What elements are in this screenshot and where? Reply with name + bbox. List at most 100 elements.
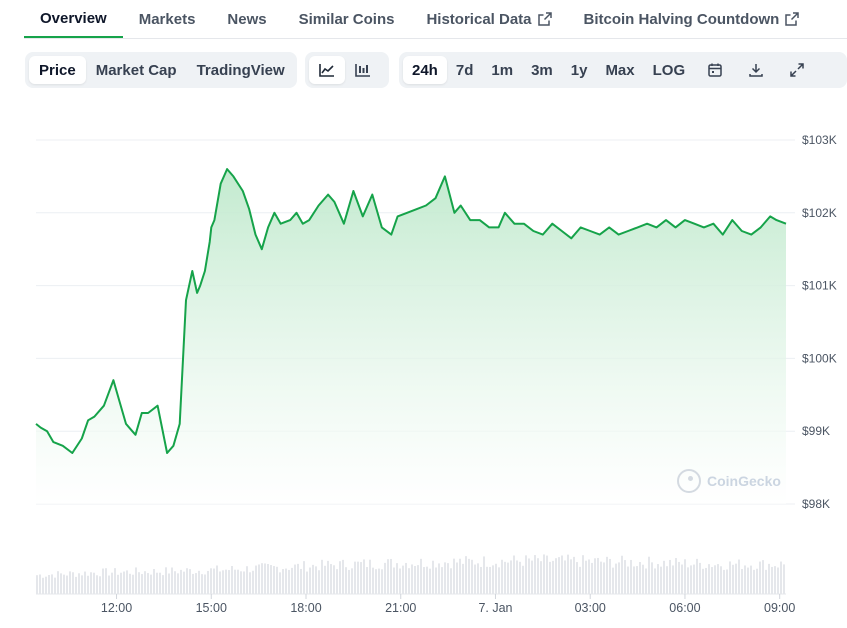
volume-bar	[69, 571, 71, 594]
volume-bar	[93, 572, 95, 594]
range-3m-button[interactable]: 3m	[531, 61, 553, 79]
range-log-button[interactable]: LOG	[652, 61, 686, 79]
tab-overview[interactable]: Overview	[24, 0, 123, 38]
volume-bar	[726, 569, 728, 594]
volume-bar	[747, 567, 749, 594]
volume-bar	[504, 561, 506, 594]
volume-bar	[129, 573, 131, 594]
price-area	[36, 169, 786, 504]
range-max-button[interactable]: Max	[605, 61, 635, 79]
volume-bar	[153, 568, 155, 594]
coingecko-logo-icon	[677, 469, 701, 493]
volume-bar	[405, 562, 407, 594]
volume-bar	[465, 556, 467, 594]
volume-bar	[75, 576, 77, 594]
volume-bar	[750, 565, 752, 594]
volume-bar	[270, 565, 272, 594]
tab-bitcoin-halving-countdown[interactable]: Bitcoin Halving Countdown	[568, 0, 816, 38]
price-chart[interactable]: $103K $102K $101K $100K $99K $98K 12:00 15:00 1…	[0, 100, 847, 628]
volume-bar	[120, 572, 122, 594]
volume-bar	[237, 569, 239, 594]
volume-bar	[219, 571, 221, 594]
volume-bar	[156, 572, 158, 594]
price-button[interactable]: Price	[29, 56, 86, 84]
volume-bar	[636, 566, 638, 594]
volume-bar	[81, 575, 83, 594]
x-tick-label: 12:00	[101, 601, 132, 615]
volume-bar	[111, 572, 113, 594]
fullscreen-button[interactable]	[776, 56, 817, 84]
calendar-icon	[707, 63, 722, 77]
volume-bar	[435, 567, 437, 594]
volume-bar	[708, 564, 710, 594]
volume-bar	[90, 572, 92, 594]
volume-bar	[414, 565, 416, 594]
volume-bar	[375, 569, 377, 594]
volume-bar	[222, 570, 224, 594]
volume-bar	[39, 574, 41, 594]
volume-bar	[393, 567, 395, 594]
range-7d-button[interactable]: 7d	[455, 61, 474, 79]
volume-bar	[603, 562, 605, 594]
volume-bar	[312, 564, 314, 594]
range-1y-button[interactable]: 1y	[570, 61, 588, 79]
volume-bar	[48, 575, 50, 594]
volume-bar	[609, 558, 611, 594]
volume-bar	[702, 568, 704, 594]
volume-bar	[78, 573, 80, 594]
volume-bar	[735, 563, 737, 594]
volume-bar	[513, 555, 515, 594]
volume-bar	[102, 568, 104, 594]
volume-bar	[303, 561, 305, 594]
y-tick-label: $98K	[802, 497, 830, 511]
volume-bar	[585, 560, 587, 594]
tab-news[interactable]: News	[211, 0, 282, 38]
x-tick-label: 03:00	[575, 601, 606, 615]
x-tick-label: 7. Jan	[478, 601, 512, 615]
volume-bar	[582, 555, 584, 594]
calendar-button[interactable]	[694, 56, 735, 84]
tab-historical-data[interactable]: Historical Data	[410, 0, 567, 38]
volume-bar	[498, 567, 500, 594]
tradingview-button[interactable]: TradingView	[196, 61, 285, 79]
volume-bar	[282, 569, 284, 594]
volume-bar	[489, 566, 491, 594]
volume-bar	[186, 568, 188, 594]
volume-bar	[372, 567, 374, 594]
volume-bar	[183, 571, 185, 594]
volume-bar	[420, 558, 422, 594]
volume-bar	[198, 570, 200, 594]
candlestick-chart-button[interactable]	[345, 56, 381, 84]
volume-bar	[531, 560, 533, 594]
volume-bar	[633, 566, 635, 594]
volume-bar	[336, 569, 338, 594]
volume-bar	[438, 563, 440, 594]
volume-bar	[231, 566, 233, 594]
tab-similar-coins[interactable]: Similar Coins	[283, 0, 411, 38]
range-24h-button[interactable]: 24h	[403, 56, 447, 84]
volume-bar	[228, 570, 230, 594]
x-tick-label: 21:00	[385, 601, 416, 615]
range-1m-button[interactable]: 1m	[491, 61, 514, 79]
volume-bar	[315, 566, 317, 594]
volume-bar	[369, 559, 371, 594]
volume-bar	[453, 558, 455, 594]
volume-bar	[594, 558, 596, 594]
volume-bar	[528, 558, 530, 594]
volume-bar	[363, 559, 365, 594]
volume-bar	[768, 563, 770, 594]
volume-bar	[660, 566, 662, 594]
volume-bar	[717, 564, 719, 594]
download-button[interactable]	[735, 56, 776, 84]
volume-bar	[651, 562, 653, 594]
market-cap-button[interactable]: Market Cap	[95, 61, 177, 79]
volume-bar	[450, 568, 452, 594]
tab-markets[interactable]: Markets	[123, 0, 212, 38]
volume-bar	[225, 569, 227, 594]
tab-label: News	[227, 10, 267, 28]
volume-bar	[540, 561, 542, 594]
volume-bar	[291, 567, 293, 594]
line-chart-button[interactable]	[309, 56, 345, 84]
volume-bar	[264, 563, 266, 594]
coingecko-watermark: CoinGecko	[677, 469, 781, 493]
